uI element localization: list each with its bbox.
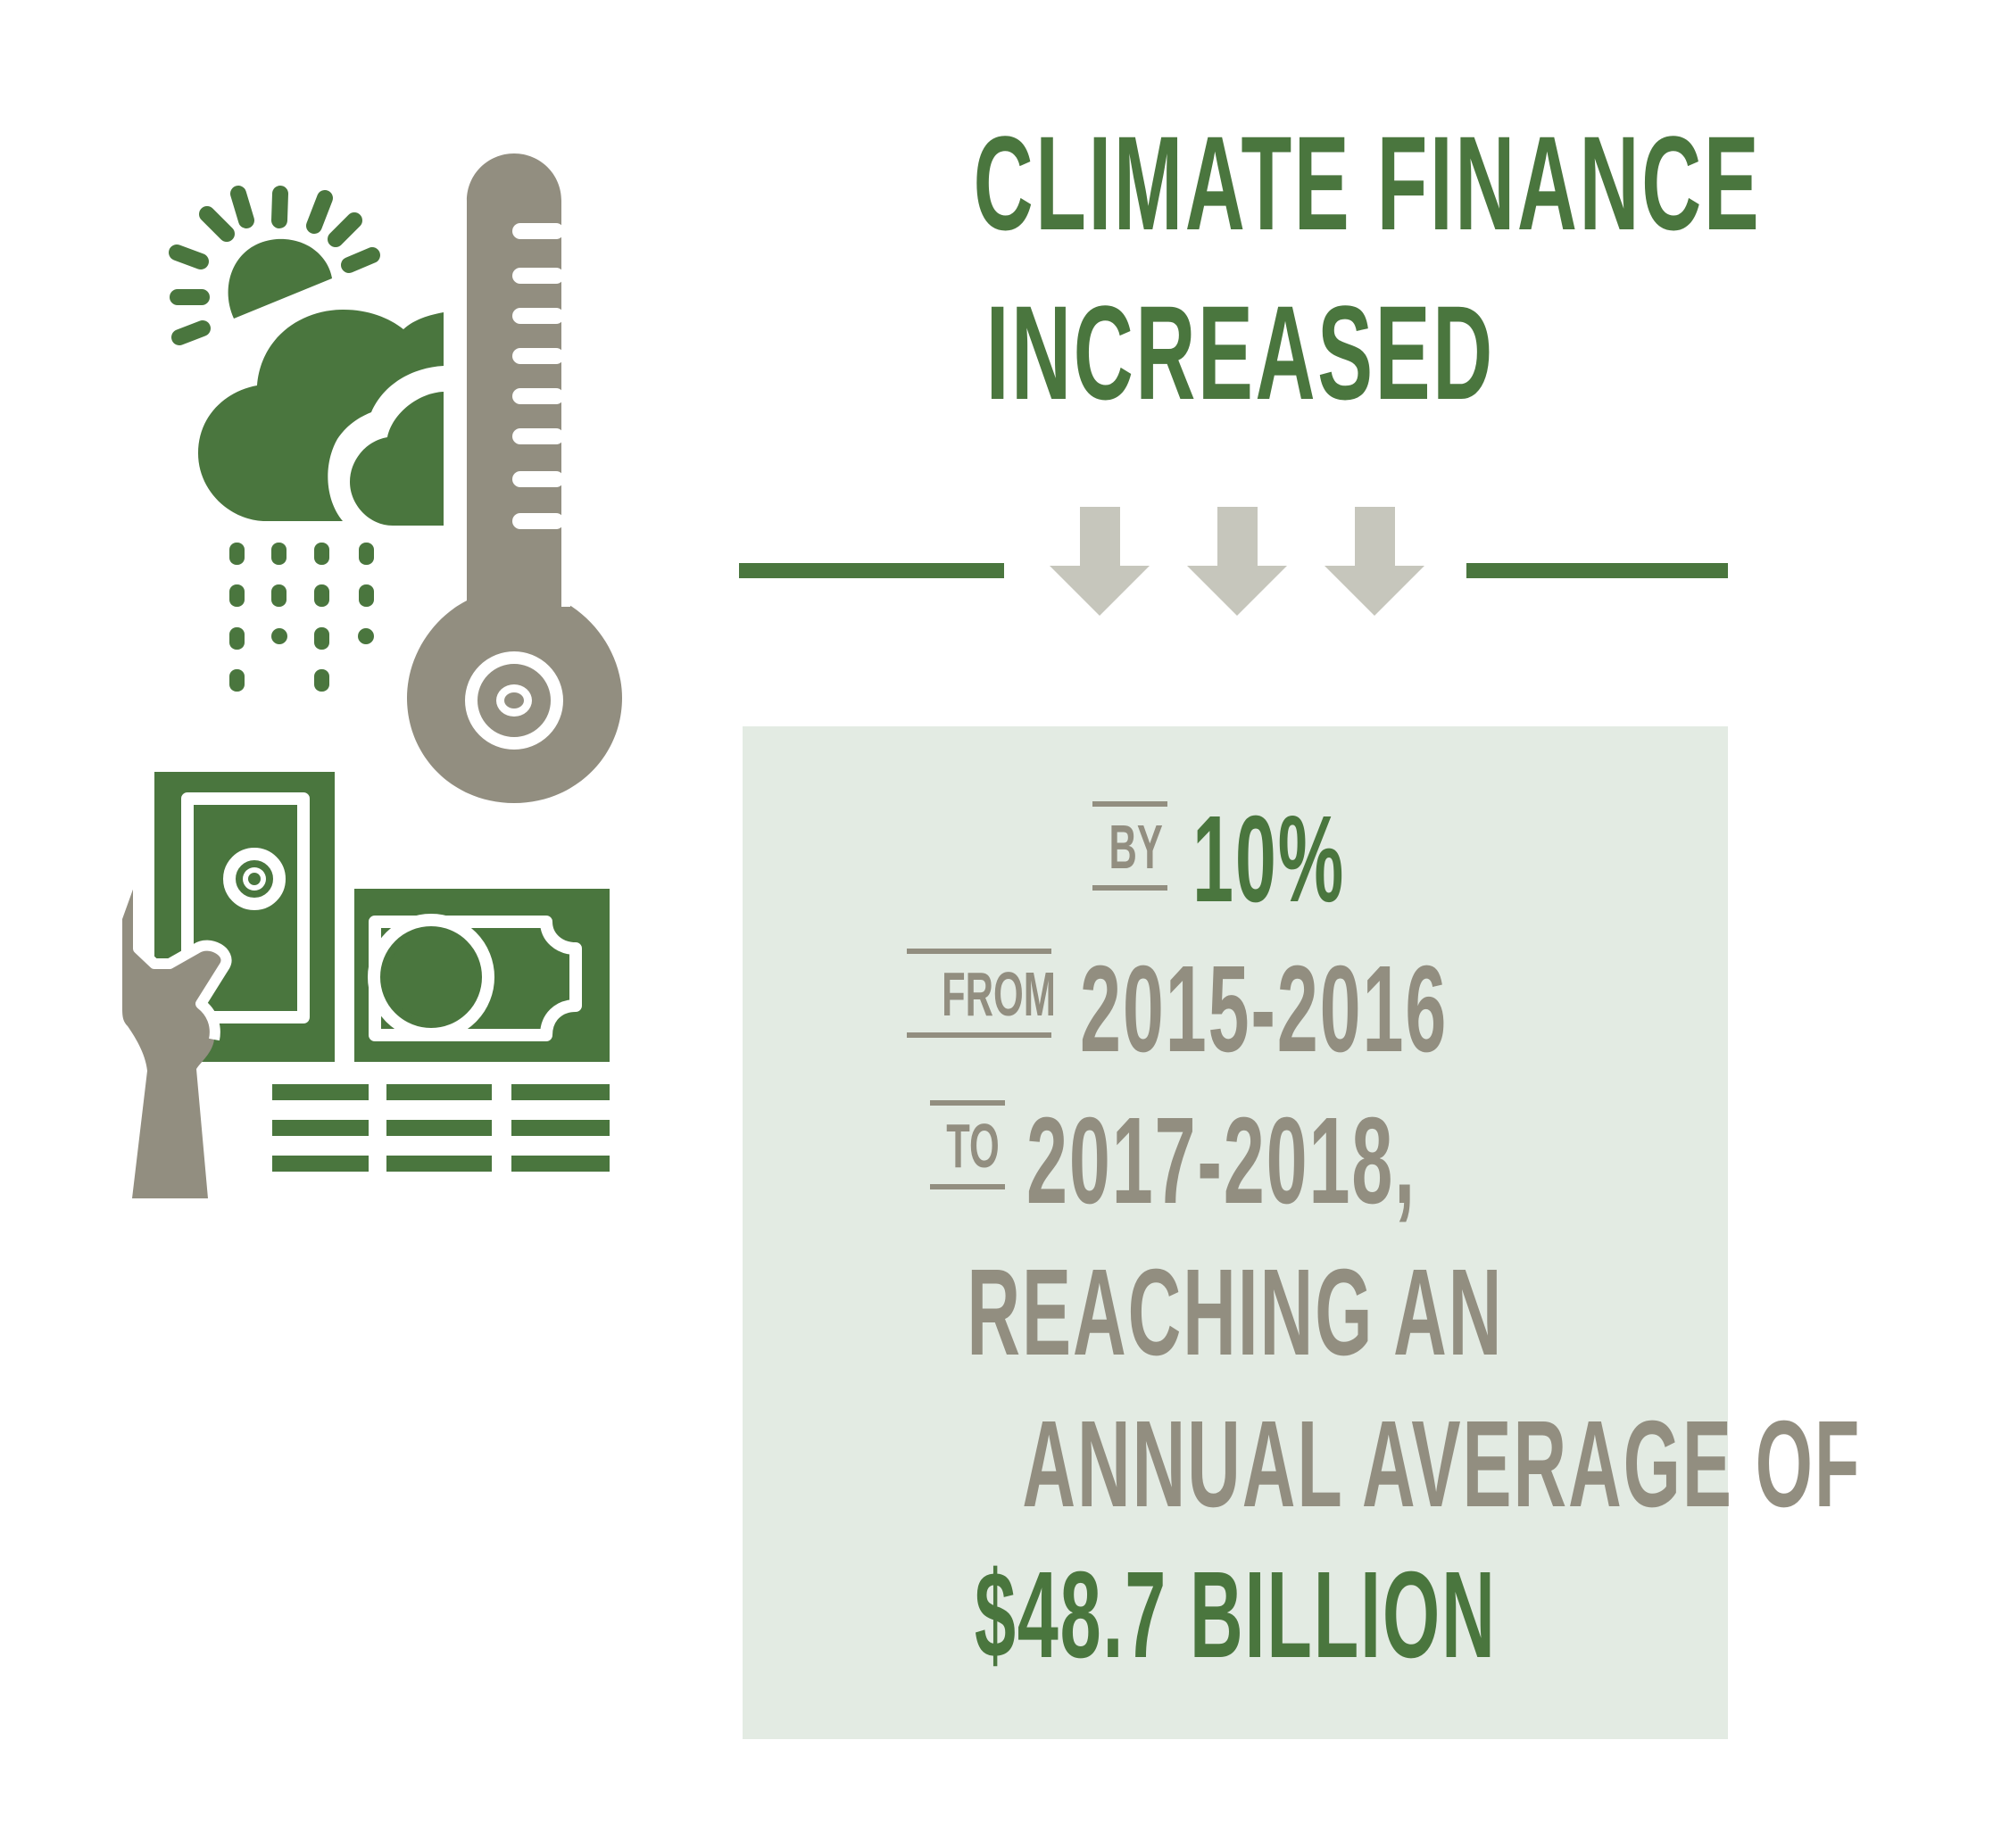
by-label: BY xyxy=(1092,801,1167,891)
title-line-1: CLIMATE FINANCE xyxy=(973,108,1762,258)
to-value: 2017-2018, xyxy=(1026,1092,1416,1230)
icon-group xyxy=(122,153,622,1198)
to-label: TO xyxy=(930,1100,1005,1189)
by-value: 10% xyxy=(1192,791,1346,928)
hand-holding-money-icon xyxy=(122,772,610,1198)
divider-right xyxy=(1466,563,1728,578)
stats-panel: BY 10% FROM 2015-2016 TO 2017-2018, REAC… xyxy=(743,726,1862,1739)
from-value: 2015-2016 xyxy=(1080,941,1449,1078)
annual-average-line: ANNUAL AVERAGE OF xyxy=(1022,1396,1862,1533)
amount-line: $48.7 BILLION xyxy=(974,1546,1497,1684)
title-line-2: INCREASED xyxy=(985,278,1496,427)
reaching-line: REACHING AN xyxy=(967,1244,1504,1381)
divider-left xyxy=(739,563,1004,578)
down-arrow-icon xyxy=(1325,507,1424,616)
thermometer-icon xyxy=(407,153,622,803)
down-arrow-icon xyxy=(1050,507,1150,616)
weather-sun-cloud-rain-icon xyxy=(169,186,444,692)
down-arrows xyxy=(1050,507,1424,616)
down-arrow-icon xyxy=(1187,507,1287,616)
from-label: FROM xyxy=(907,949,1056,1038)
